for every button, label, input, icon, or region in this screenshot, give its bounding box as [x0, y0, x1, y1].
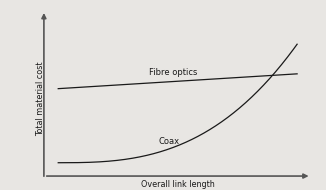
Text: Total material cost: Total material cost [36, 62, 45, 136]
Text: Overall link length: Overall link length [141, 180, 215, 189]
Text: Fibre optics: Fibre optics [149, 68, 197, 77]
Text: Coax: Coax [158, 137, 180, 146]
